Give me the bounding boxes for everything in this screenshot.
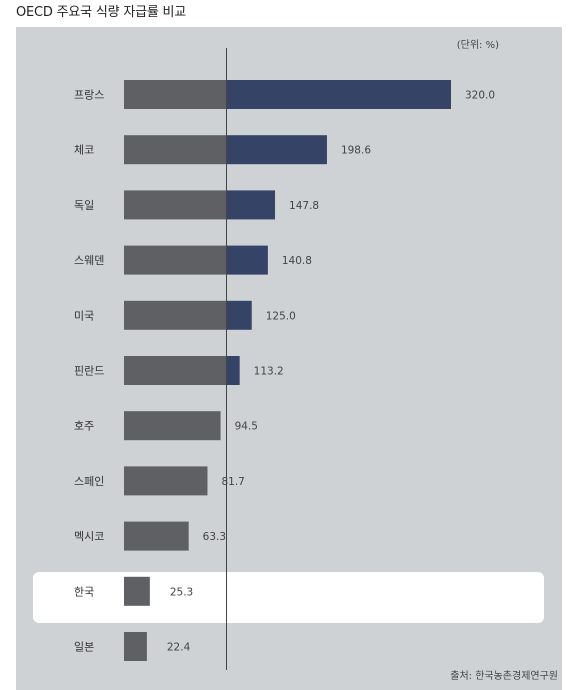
- value-label: 25.3: [170, 586, 193, 598]
- category-label: 체코: [74, 144, 94, 157]
- category-label: 독일: [74, 198, 94, 212]
- value-label: 81.7: [221, 476, 244, 488]
- category-label: 스웨덴: [74, 254, 104, 267]
- bar-4-gray-segment: [124, 300, 227, 330]
- category-label: 프랑스: [74, 89, 104, 102]
- value-label: 22.4: [167, 642, 191, 654]
- bar-3-gray-segment: [124, 245, 227, 275]
- value-label: 140.8: [282, 255, 312, 267]
- bar-0-blue-segment: [226, 80, 451, 109]
- value-label: 113.2: [254, 366, 284, 378]
- bar-5-blue-segment: [226, 356, 240, 385]
- value-label: 125.0: [266, 310, 296, 322]
- value-label: 320.0: [465, 90, 495, 102]
- bar-10-gray-segment: [124, 632, 147, 661]
- bar-5-gray-segment: [124, 356, 227, 385]
- source-label: 출처: 한국농촌경제연구원: [450, 669, 558, 682]
- bar-1-blue-segment: [226, 135, 327, 165]
- value-label: 94.5: [235, 421, 258, 433]
- category-label: 한국: [74, 585, 94, 598]
- bar-2-blue-segment: [226, 190, 276, 220]
- bar-6-gray-segment: [124, 411, 221, 441]
- category-label: 멕시코: [74, 530, 104, 543]
- category-label: 호주: [74, 420, 94, 433]
- bar-2-gray-segment: [124, 190, 227, 220]
- bar-3-blue-segment: [226, 245, 268, 275]
- category-label: 미국: [74, 309, 94, 322]
- bar-0-gray-segment: [124, 80, 227, 109]
- category-label: 일본: [74, 640, 94, 654]
- bar-9-gray-segment: [124, 576, 150, 606]
- bar-7-gray-segment: [124, 466, 208, 496]
- unit-label: (단위: %): [457, 38, 499, 51]
- value-label: 63.3: [203, 531, 226, 543]
- value-label: 198.6: [341, 145, 371, 157]
- value-label: 147.8: [289, 200, 319, 212]
- highlight-row-korea: [33, 572, 544, 623]
- bar-4-blue-segment: [226, 300, 252, 330]
- bar-1-gray-segment: [124, 135, 227, 165]
- category-label: 핀란드: [74, 365, 104, 378]
- category-label: 스페인: [74, 475, 104, 488]
- chart-title: OECD 주요국 식량 자급률 비교: [16, 5, 187, 20]
- bar-8-gray-segment: [124, 521, 189, 551]
